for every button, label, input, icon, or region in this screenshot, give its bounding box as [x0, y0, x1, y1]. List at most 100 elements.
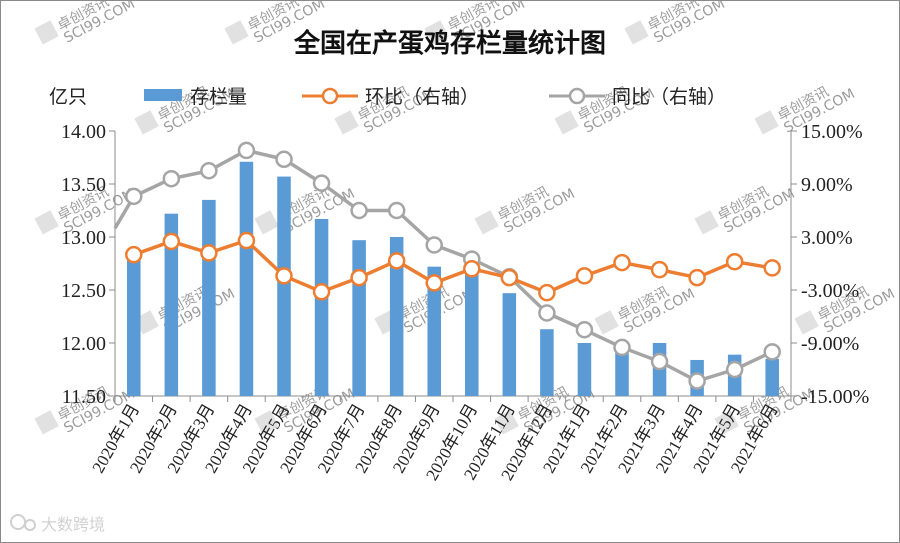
mom-point — [538, 283, 556, 302]
watermark-logo — [224, 20, 249, 45]
mom-point — [162, 232, 181, 251]
watermark-logo — [34, 410, 59, 435]
left-tick-label: 13.00 — [61, 227, 106, 249]
brand-logo: 大数跨境 — [10, 514, 105, 534]
watermark-logo — [424, 20, 449, 45]
watermark-logo — [754, 110, 779, 135]
bar-series — [127, 161, 779, 396]
yoy-point — [725, 360, 744, 379]
watermark-logo — [34, 20, 59, 45]
yoy-point — [688, 372, 706, 390]
brand-logo-text: 大数跨境 — [41, 515, 105, 534]
bar-stock — [352, 240, 366, 396]
yoy-point — [350, 201, 368, 220]
right-tick-label: -3.00% — [801, 280, 859, 302]
mom-point — [237, 231, 256, 250]
bar-stock — [314, 218, 329, 396]
legend-label-mom: 环比（右轴） — [365, 86, 479, 108]
watermark-logo — [334, 110, 359, 135]
bar-stock — [465, 266, 479, 396]
bar-stock — [765, 358, 779, 396]
yoy-point — [538, 304, 556, 322]
mom-point — [650, 260, 669, 279]
x-axis-labels: 2020年1月2020年2月2020年3月2020年4月2020年5月2020年… — [89, 401, 782, 484]
watermark-logo — [494, 410, 519, 435]
mom-point — [350, 268, 368, 287]
bar-stock — [127, 250, 141, 396]
bar-stock — [540, 329, 554, 396]
mom-point — [463, 260, 481, 278]
mom-point — [575, 267, 594, 285]
yoy-point — [125, 187, 143, 206]
watermark-logo — [794, 310, 819, 335]
left-axis-unit: 亿只 — [49, 86, 87, 108]
bar-stock — [164, 213, 179, 396]
right-tick-label: -15.00% — [801, 386, 869, 408]
watermark-logo — [554, 110, 579, 135]
bar-stock — [202, 199, 216, 396]
legend-marker-mom — [321, 87, 339, 105]
legend-swatch-stock — [144, 89, 182, 101]
watermark-logo — [594, 310, 619, 335]
mom-point — [763, 259, 781, 277]
bar-stock — [502, 293, 517, 396]
legend-label-stock: 存栏量 — [190, 86, 247, 108]
bar-stock — [427, 266, 441, 396]
bar-stock — [277, 176, 291, 396]
left-tick-label: 11.50 — [62, 386, 106, 408]
right-tick-label: 9.00% — [801, 174, 853, 196]
watermark-logo — [34, 210, 59, 235]
watermark-logo — [474, 210, 499, 235]
yoy-point — [312, 174, 331, 192]
brand-logo-icon-secondary — [24, 519, 36, 531]
legend: 存栏量 环比（右轴） 同比（右轴） — [144, 86, 726, 108]
right-tick-label: 3.00% — [801, 227, 853, 249]
left-tick-label: 12.50 — [61, 280, 106, 302]
watermark-logo — [624, 20, 649, 45]
watermark-logo — [254, 410, 279, 435]
bar-stock — [239, 161, 254, 396]
brand-logo-icon — [10, 514, 26, 530]
mom-line — [133, 238, 773, 295]
watermark-logo — [694, 210, 719, 235]
mom-point — [613, 253, 631, 272]
mom-point — [200, 244, 218, 262]
yoy-point — [275, 150, 293, 169]
yoy-point — [425, 236, 443, 254]
mom-point — [688, 268, 706, 287]
watermark-logo — [254, 210, 279, 235]
mom-point — [387, 252, 406, 270]
yoy-point — [237, 141, 256, 160]
yoy-point — [162, 169, 181, 188]
mom-point — [312, 283, 331, 301]
yoy-point — [650, 352, 669, 371]
yoy-point — [763, 343, 781, 361]
chart-title: 全国在产蛋鸡存栏量统计图 — [293, 28, 606, 59]
right-tick-label: -9.00% — [801, 333, 859, 355]
yoy-point — [575, 321, 594, 339]
mom-point — [500, 268, 519, 287]
bar-stock — [389, 237, 404, 396]
left-tick-label: 14.00 — [61, 121, 106, 143]
axes: 11.50 12.00 12.50 13.00 13.50 14.00 -15.00% -9.… — [61, 121, 869, 408]
left-tick-label: 12.00 — [61, 333, 106, 355]
legend-marker-yoy — [568, 87, 586, 105]
yoy-point — [200, 162, 218, 180]
mom-point — [425, 274, 443, 292]
mom-point — [125, 245, 143, 264]
line-series — [113, 141, 781, 390]
yoy-point — [387, 201, 406, 220]
bar-stock — [615, 345, 629, 396]
